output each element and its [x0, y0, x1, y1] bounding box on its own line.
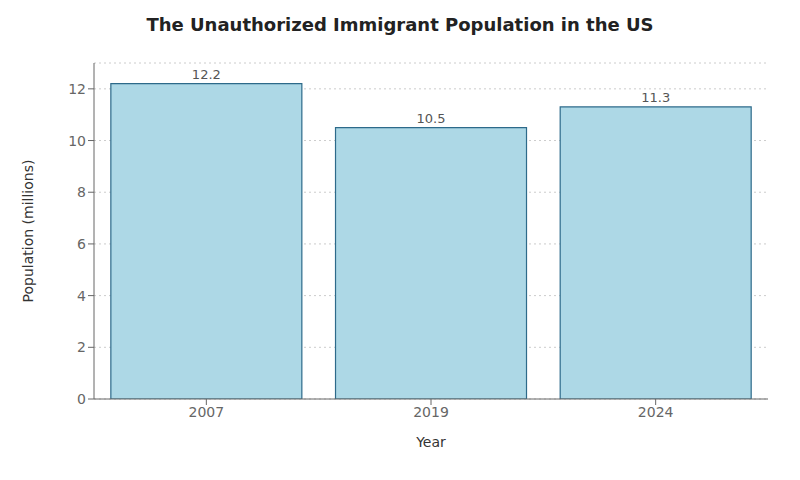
html-text:The Unauthorized Immigrant Pop: The Unauthorized Immigrant Population in… [146, 14, 654, 35]
svg-text:0: 0 [77, 391, 86, 407]
svg-text:10: 10 [68, 133, 86, 149]
svg-text:2024: 2024 [638, 404, 674, 420]
svg-text:Year: Year [415, 434, 446, 450]
svg-text:4: 4 [77, 288, 86, 304]
svg-text:10.5: 10.5 [417, 111, 446, 126]
svg-text:2007: 2007 [189, 404, 225, 420]
svg-text:2: 2 [77, 339, 86, 355]
svg-text:12.2: 12.2 [192, 67, 221, 82]
svg-text:Population (millions): Population (millions) [20, 160, 36, 303]
svg-text:11.3: 11.3 [641, 90, 670, 105]
svg-text:2019: 2019 [413, 404, 449, 420]
svg-text:8: 8 [77, 184, 86, 200]
svg-text:6: 6 [77, 236, 86, 252]
svg-text:12: 12 [68, 81, 86, 97]
